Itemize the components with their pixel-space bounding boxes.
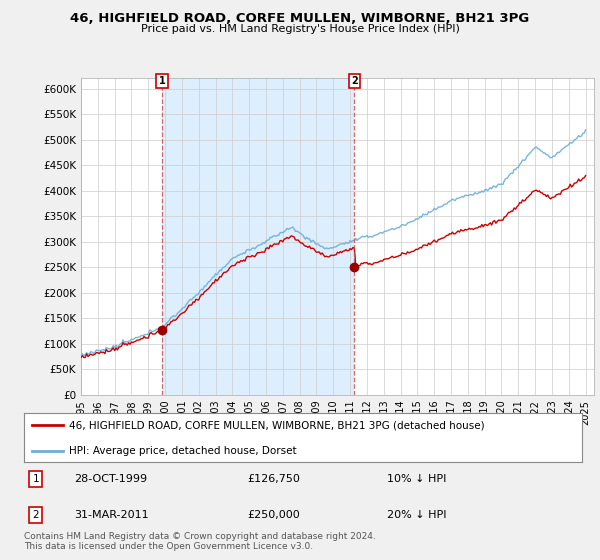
Text: 46, HIGHFIELD ROAD, CORFE MULLEN, WIMBORNE, BH21 3PG: 46, HIGHFIELD ROAD, CORFE MULLEN, WIMBOR… xyxy=(70,12,530,25)
Text: Price paid vs. HM Land Registry's House Price Index (HPI): Price paid vs. HM Land Registry's House … xyxy=(140,24,460,34)
Text: 2: 2 xyxy=(32,510,39,520)
Text: £250,000: £250,000 xyxy=(247,510,300,520)
Text: Contains HM Land Registry data © Crown copyright and database right 2024.
This d: Contains HM Land Registry data © Crown c… xyxy=(24,532,376,552)
Text: 10% ↓ HPI: 10% ↓ HPI xyxy=(387,474,446,484)
Text: 28-OCT-1999: 28-OCT-1999 xyxy=(74,474,148,484)
Text: 46, HIGHFIELD ROAD, CORFE MULLEN, WIMBORNE, BH21 3PG (detached house): 46, HIGHFIELD ROAD, CORFE MULLEN, WIMBOR… xyxy=(68,420,484,430)
Text: 2: 2 xyxy=(351,76,358,86)
Text: 31-MAR-2011: 31-MAR-2011 xyxy=(74,510,149,520)
Text: 1: 1 xyxy=(32,474,39,484)
Text: 1: 1 xyxy=(158,76,166,86)
Bar xyxy=(162,78,355,395)
Text: 20% ↓ HPI: 20% ↓ HPI xyxy=(387,510,446,520)
Text: HPI: Average price, detached house, Dorset: HPI: Average price, detached house, Dors… xyxy=(68,446,296,456)
Text: £126,750: £126,750 xyxy=(247,474,300,484)
